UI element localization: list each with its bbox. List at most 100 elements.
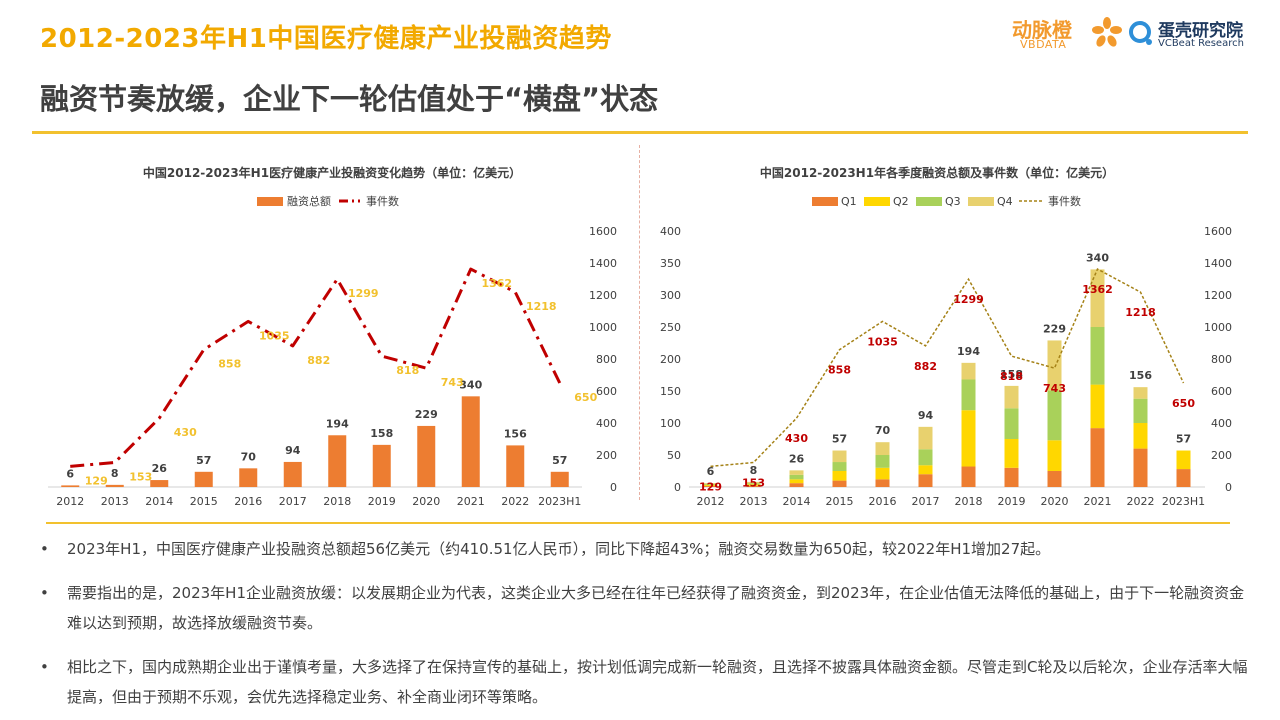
y-right-tick-label: 400 [1211, 417, 1232, 430]
x-tick-label: 2023H1 [538, 495, 581, 508]
line-data-label: 129 [85, 474, 108, 487]
bar-segment-q3 [1133, 398, 1148, 423]
x-tick-label: 2012 [56, 495, 84, 508]
bar-total-label: 94 [918, 409, 934, 422]
bar-data-label: 57 [552, 454, 567, 467]
bar-data-label: 229 [415, 408, 438, 421]
y-right-tick-label: 1600 [1204, 225, 1232, 238]
bar-segment-q4 [832, 450, 847, 463]
y-left-tick-label: 0 [674, 481, 681, 494]
series-line-events [70, 267, 562, 468]
x-tick-label: 2016 [869, 495, 897, 508]
line-data-label: 1299 [348, 287, 379, 300]
bar-segment-q2 [746, 484, 761, 486]
bullet-text: 相比之下，国内成熟期企业出于谨慎考量，大多选择了在保持宣传的基础上，按计划低调完… [67, 658, 1248, 706]
bar-total-label: 26 [789, 452, 805, 465]
bar-data-label: 57 [196, 454, 211, 467]
bar-total-label: 194 [957, 345, 980, 358]
bar-segment-q3 [746, 483, 761, 485]
y-left-tick-label: 350 [660, 257, 681, 270]
line-data-label: 882 [307, 354, 330, 367]
title-divider [32, 131, 1248, 134]
bottom-divider [46, 522, 1230, 524]
y-right-tick-label: 1000 [1204, 321, 1232, 334]
bar-data-label: 70 [241, 450, 257, 463]
x-tick-label: 2017 [912, 495, 940, 508]
bar-segment-q4 [1047, 340, 1062, 391]
line-data-label: 1035 [259, 329, 290, 342]
bar-total-label: 158 [1000, 368, 1023, 381]
bar-segment-q3 [703, 484, 718, 486]
line-data-label: 1035 [867, 335, 898, 348]
bar-segment-q1 [918, 474, 933, 487]
bar-segment-q1 [1090, 428, 1105, 487]
y-right-tick-label: 400 [596, 417, 617, 430]
y-left-tick-label: 250 [660, 321, 681, 334]
bar-segment-q2 [1004, 439, 1019, 468]
legend-label-q2: Q2 [893, 195, 909, 208]
y-right-tick-label: 0 [1225, 481, 1232, 494]
vbdata-logo-name: 动脉橙 [1012, 18, 1072, 42]
y-right-tick-label: 800 [596, 353, 617, 366]
bar [328, 435, 347, 487]
bar [506, 445, 525, 487]
line-data-label: 1218 [1125, 306, 1156, 319]
y-left-tick-label: 100 [660, 417, 681, 430]
bar-segment-q4 [875, 442, 890, 455]
bar-segment-q2 [832, 471, 847, 481]
series-line-events [710, 268, 1185, 468]
y-right-tick-label: 200 [596, 449, 617, 462]
vbdata-flower-icon [1092, 17, 1122, 47]
chart-title: 中国2012-2023H1年各季度融资总额及事件数（单位：亿美元） [760, 165, 1114, 180]
bar-total-label: 340 [1086, 251, 1109, 264]
y-left-tick-label: 150 [660, 385, 681, 398]
bar-segment-q2 [918, 465, 933, 475]
chart-divider [639, 145, 640, 500]
vcbeat-logo: 蛋壳研究院 VCBeat Research [1128, 16, 1248, 52]
line-data-label: 1362 [1082, 283, 1113, 296]
bullet-dot: • [40, 540, 49, 558]
bar-data-label: 156 [504, 427, 527, 440]
bar [150, 480, 169, 487]
bar-segment-q2 [789, 479, 804, 484]
line-data-label: 1362 [481, 277, 512, 290]
line-data-label: 882 [914, 360, 937, 373]
bar-segment-q4 [918, 426, 933, 450]
y-right-tick-label: 600 [596, 385, 617, 398]
bar-total-label: 156 [1129, 369, 1152, 382]
bar [61, 485, 80, 487]
legend-swatch-q4 [968, 197, 994, 206]
bar-segment-q3 [961, 379, 976, 411]
y-right-tick-label: 200 [1211, 449, 1232, 462]
y-right-tick-label: 1400 [589, 257, 617, 270]
line-data-label: 1299 [953, 293, 984, 306]
bar-total-label: 8 [750, 464, 758, 477]
bar-segment-q4 [703, 483, 718, 485]
x-tick-label: 2015 [190, 495, 218, 508]
x-tick-label: 2013 [740, 495, 768, 508]
bar-total-label: 70 [875, 424, 891, 437]
bullet-dot: • [40, 658, 49, 676]
chart-title: 中国2012-2023年H1医疗健康产业投融资变化趋势（单位：亿美元） [143, 165, 521, 180]
x-tick-label: 2012 [697, 495, 725, 508]
y-right-tick-label: 1600 [589, 225, 617, 238]
bar-segment-q3 [1004, 408, 1019, 439]
bar-segment-q3 [1090, 327, 1105, 385]
line-data-label: 129 [699, 480, 722, 493]
bar-segment-q2 [703, 485, 718, 487]
bar-total-label: 6 [707, 465, 715, 478]
line-data-label: 650 [574, 391, 597, 404]
legend-label-q1: Q1 [841, 195, 857, 208]
line-data-label: 650 [1172, 397, 1195, 410]
bar-segment-q1 [961, 466, 976, 487]
bar-segment-q3 [875, 455, 890, 468]
bar [372, 444, 391, 487]
legend-swatch-bar [257, 197, 283, 206]
x-tick-label: 2017 [279, 495, 307, 508]
bar-data-label: 340 [459, 378, 482, 391]
line-data-label: 430 [785, 432, 808, 445]
bar-segment-q4 [746, 481, 761, 484]
bar-segment-q1 [875, 479, 890, 487]
bar-data-label: 8 [111, 467, 119, 480]
bar-segment-q2 [961, 410, 976, 467]
